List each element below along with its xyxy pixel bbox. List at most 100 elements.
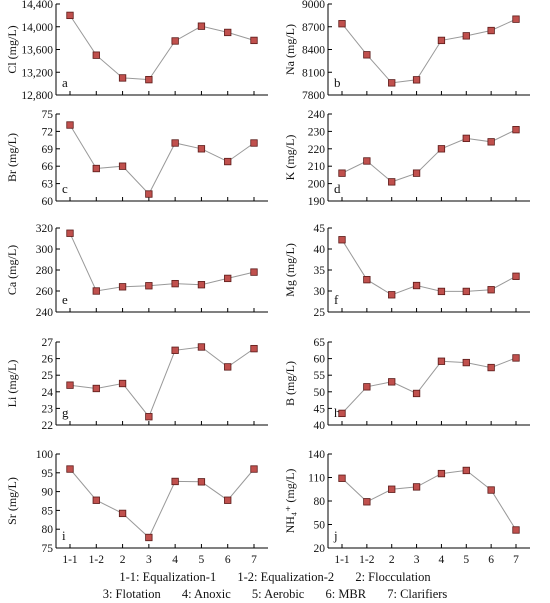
y-tick-label: 210 [308,161,326,173]
x-tick-label: 1-2 [89,554,105,566]
data-point [250,465,258,473]
data-point [363,276,371,284]
y-tick-label: 8400 [302,45,325,57]
y-axis-label: Mg (mg/L) [283,243,297,297]
x-tick-label: 6 [488,554,494,566]
y-tick-label: 26 [42,354,54,366]
panel-j: 20 50 80 110 140 1-1 1-2 2 3 4 5 6 7 NH₄⁺ (mg/L) j [283,449,530,566]
y-tick-label: 50 [314,387,326,399]
data-point [224,28,232,37]
data-point [388,178,396,186]
data-point [512,354,520,362]
y-tick-label: 14,000 [21,22,53,34]
legend-item: 1-2: Equalization-2 [237,570,335,584]
data-point [250,344,258,353]
legend-line-1: 1-1: Equalization-1 1-2: Equalization-2 … [0,570,550,585]
series-line [69,468,255,539]
y-tick-label: 90 [42,487,54,499]
data-point [66,11,74,20]
y-tick-label: 20 [314,543,326,555]
y-tick-label: 13,600 [21,45,53,57]
data-point [92,496,100,504]
y-tick-label: 80 [42,524,54,536]
data-point [487,26,495,35]
x-tick-label: 2 [389,554,395,566]
data-point [412,389,421,398]
data-point [92,164,100,173]
data-point [462,134,470,143]
y-tick-label: 14,400 [21,0,53,11]
data-point [462,358,470,367]
data-point [512,526,520,534]
data-point [66,381,74,389]
y-tick-label: 35 [314,265,326,277]
panel-letter: b [334,75,341,90]
y-tick-label: 72 [42,126,54,138]
series-line [341,239,517,296]
panel-b: 7800 8100 8400 8700 9000 Na (mg/L) b [283,0,530,102]
x-tick-label: 5 [463,554,469,566]
legend-item: 5: Aerobic [251,587,305,601]
data-point [437,469,446,478]
y-tick-label: 66 [42,161,54,173]
panel-letter: j [333,528,338,543]
data-point [250,139,258,147]
y-tick-label: 69 [42,144,54,156]
data-point [224,157,232,166]
y-tick-label: 200 [308,179,326,191]
y-tick-label: 63 [42,179,54,191]
panel-e: 240 260 280 300 320 Ca (mg/L) e [5,223,268,319]
data-point [437,145,446,153]
data-point [338,474,346,482]
x-tick-label: 1-2 [359,554,375,566]
data-point [250,268,258,276]
x-tick-label: 6 [225,554,231,566]
data-point [118,162,127,170]
panel-letter: d [334,181,341,196]
y-axis-label: Br (mg/L) [5,133,19,182]
y-tick-label: 45 [314,223,326,235]
x-tick-label: 4 [439,554,445,566]
legend-item: 2: Flocculation [355,570,431,584]
legend-item: 1-1: Equalization-1 [119,570,217,584]
data-point [197,145,206,153]
data-point [412,76,421,84]
x-tick-label: 5 [199,554,205,566]
data-point [437,357,446,365]
data-point [512,15,520,23]
y-tick-label: 280 [36,265,54,277]
data-point [92,384,100,393]
data-point [197,281,206,289]
y-tick-label: 60 [42,196,54,208]
data-point [437,287,446,296]
panel-letter: g [62,405,69,420]
series-line [69,346,255,418]
data-point [92,51,100,59]
y-tick-label: 320 [36,223,54,235]
x-tick-label: 1-1 [62,554,78,566]
y-axis-label: Li (mg/L) [5,360,19,408]
panel-h: 40 45 50 55 60 65 B (mg/L) h [283,337,530,432]
y-tick-label: 40 [314,244,326,256]
series-line [69,124,255,195]
panel-c: 60 63 66 69 72 75 Br (mg/L) c [5,109,268,208]
data-point [224,363,232,371]
data-point [437,36,446,45]
data-point [363,498,371,506]
y-tick-label: 80 [314,496,326,508]
panel-letter: e [62,292,68,307]
panel-d: 190 200 210 220 230 240 K (mg/L) d [283,109,530,208]
data-point [412,483,421,491]
y-axis-label: Cl (mg/L) [5,25,19,73]
data-point [487,286,495,294]
x-tick-label: 2 [120,554,126,566]
y-tick-label: 220 [308,144,326,156]
data-point [118,509,127,518]
y-tick-label: 100 [36,449,54,461]
y-tick-label: 23 [42,403,54,415]
data-point [388,378,396,386]
data-point [388,79,396,87]
data-point [118,74,127,82]
data-point [118,379,127,388]
